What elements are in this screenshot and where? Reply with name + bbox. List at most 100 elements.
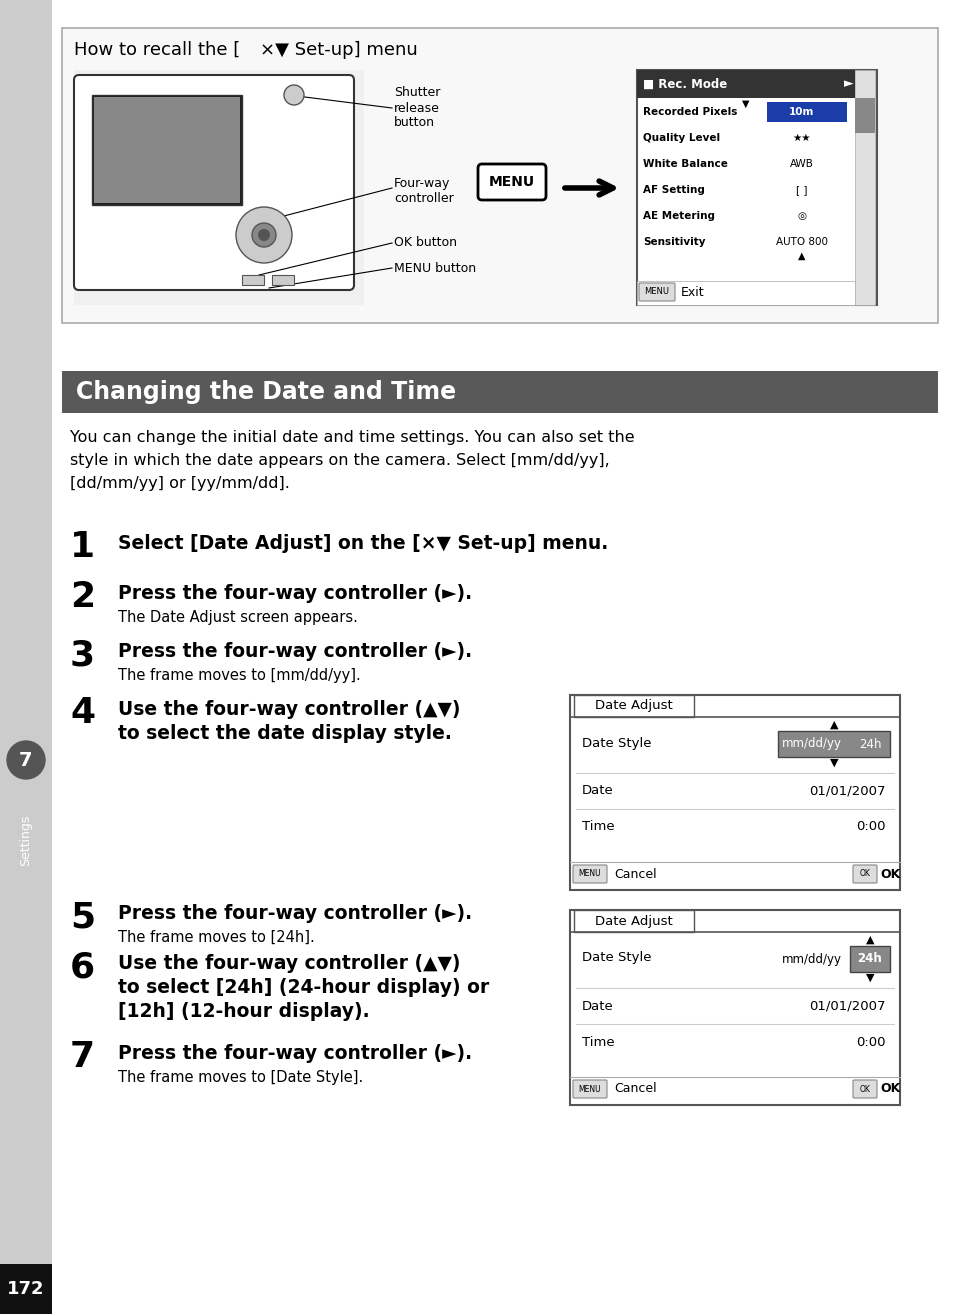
Text: Cancel: Cancel — [614, 867, 656, 880]
Text: 0:00: 0:00 — [856, 1035, 885, 1049]
Text: ★★: ★★ — [792, 133, 810, 143]
Bar — [854, 99, 874, 133]
Text: Select [Date Adjust] on the [×▼ Set-up] menu.: Select [Date Adjust] on the [×▼ Set-up] … — [118, 533, 608, 553]
Text: Recorded Pixels: Recorded Pixels — [642, 106, 737, 117]
Text: White Balance: White Balance — [642, 159, 727, 170]
Text: 2: 2 — [70, 579, 95, 614]
Text: Changing the Date and Time: Changing the Date and Time — [76, 380, 456, 403]
FancyBboxPatch shape — [852, 865, 876, 883]
Text: 7: 7 — [19, 750, 32, 770]
Text: 10m: 10m — [788, 106, 814, 117]
Text: Quality Level: Quality Level — [642, 133, 720, 143]
Bar — [0, 0, 52, 1314]
Text: Press the four-way controller (►).: Press the four-way controller (►). — [118, 904, 472, 922]
Text: Time: Time — [581, 1035, 614, 1049]
Text: AF Setting: AF Setting — [642, 185, 704, 194]
Text: MENU: MENU — [578, 870, 600, 879]
Text: Shutter: Shutter — [394, 87, 440, 100]
Text: to select the date display style.: to select the date display style. — [118, 724, 452, 742]
Text: Date: Date — [581, 1000, 613, 1013]
Text: 3: 3 — [70, 639, 95, 671]
Text: The frame moves to [24h].: The frame moves to [24h]. — [118, 930, 314, 945]
Text: 24h: 24h — [858, 737, 881, 750]
Text: How to recall the [: How to recall the [ — [74, 41, 240, 59]
Text: 01/01/2007: 01/01/2007 — [809, 1000, 885, 1013]
Bar — [0, 1264, 52, 1314]
Circle shape — [7, 741, 45, 779]
Text: release: release — [394, 101, 439, 114]
Text: OK: OK — [879, 867, 900, 880]
Text: ▼: ▼ — [864, 972, 873, 983]
Bar — [637, 70, 876, 305]
Text: mm/dd/yy: mm/dd/yy — [781, 953, 841, 966]
Bar — [574, 911, 693, 932]
Text: Use the four-way controller (▲▼): Use the four-way controller (▲▼) — [118, 954, 460, 972]
FancyBboxPatch shape — [573, 865, 606, 883]
Text: Settings: Settings — [19, 815, 32, 866]
Text: OK button: OK button — [394, 237, 456, 250]
Text: ►: ► — [843, 78, 853, 91]
FancyBboxPatch shape — [573, 1080, 606, 1099]
Text: Date Adjust: Date Adjust — [595, 915, 672, 928]
Bar — [91, 95, 242, 205]
Text: AUTO 800: AUTO 800 — [775, 237, 827, 247]
Text: OK: OK — [879, 1083, 900, 1096]
Text: ▲: ▲ — [798, 251, 805, 261]
Text: Date Adjust: Date Adjust — [595, 699, 672, 712]
Bar — [272, 275, 294, 285]
Text: 7: 7 — [70, 1039, 95, 1074]
Text: Use the four-way controller (▲▼): Use the four-way controller (▲▼) — [118, 700, 460, 719]
Text: Date: Date — [581, 784, 613, 798]
Bar — [637, 281, 854, 305]
Text: ▼: ▼ — [741, 99, 749, 109]
Text: ▲: ▲ — [864, 936, 873, 945]
Text: 0:00: 0:00 — [856, 820, 885, 833]
Text: MENU: MENU — [489, 175, 535, 189]
Bar — [637, 70, 854, 99]
Text: controller: controller — [394, 192, 454, 205]
Bar — [849, 946, 889, 972]
Text: MENU: MENU — [578, 1084, 600, 1093]
Text: Time: Time — [581, 820, 614, 833]
FancyBboxPatch shape — [639, 283, 675, 301]
Text: [12h] (12-hour display).: [12h] (12-hour display). — [118, 1003, 369, 1021]
Bar — [62, 28, 937, 323]
Circle shape — [284, 85, 304, 105]
Circle shape — [235, 208, 292, 263]
Bar — [574, 695, 693, 717]
Bar — [94, 97, 240, 202]
Text: ▼: ▼ — [829, 758, 838, 767]
Text: The Date Adjust screen appears.: The Date Adjust screen appears. — [118, 610, 357, 625]
Text: Four-way: Four-way — [394, 176, 450, 189]
Text: The frame moves to [Date Style].: The frame moves to [Date Style]. — [118, 1070, 363, 1085]
Text: AWB: AWB — [789, 159, 813, 170]
Bar — [569, 911, 899, 1105]
Text: Date Style: Date Style — [581, 951, 651, 964]
Text: The frame moves to [mm/dd/yy].: The frame moves to [mm/dd/yy]. — [118, 668, 360, 683]
Text: MENU button: MENU button — [394, 261, 476, 275]
Text: OK: OK — [859, 1084, 869, 1093]
Bar — [778, 731, 889, 757]
Text: Sensitivity: Sensitivity — [642, 237, 705, 247]
Bar — [854, 70, 874, 305]
Text: Press the four-way controller (►).: Press the four-way controller (►). — [118, 643, 472, 661]
Text: button: button — [394, 117, 435, 130]
Text: 01/01/2007: 01/01/2007 — [809, 784, 885, 798]
Text: Cancel: Cancel — [614, 1083, 656, 1096]
Text: 6: 6 — [70, 950, 95, 984]
Circle shape — [252, 223, 275, 247]
Text: 4: 4 — [70, 696, 95, 731]
Text: 24h: 24h — [857, 953, 882, 966]
Text: Press the four-way controller (►).: Press the four-way controller (►). — [118, 583, 472, 603]
FancyBboxPatch shape — [477, 164, 545, 200]
Bar — [242, 275, 264, 285]
Text: [ ]: [ ] — [796, 185, 807, 194]
Bar — [766, 102, 846, 122]
Text: mm/dd/yy: mm/dd/yy — [781, 737, 841, 750]
Text: Press the four-way controller (►).: Press the four-way controller (►). — [118, 1045, 472, 1063]
Text: AE Metering: AE Metering — [642, 212, 714, 221]
Text: 5: 5 — [70, 900, 95, 934]
Bar — [74, 70, 364, 305]
FancyBboxPatch shape — [852, 1080, 876, 1099]
Text: ▲: ▲ — [829, 720, 838, 731]
